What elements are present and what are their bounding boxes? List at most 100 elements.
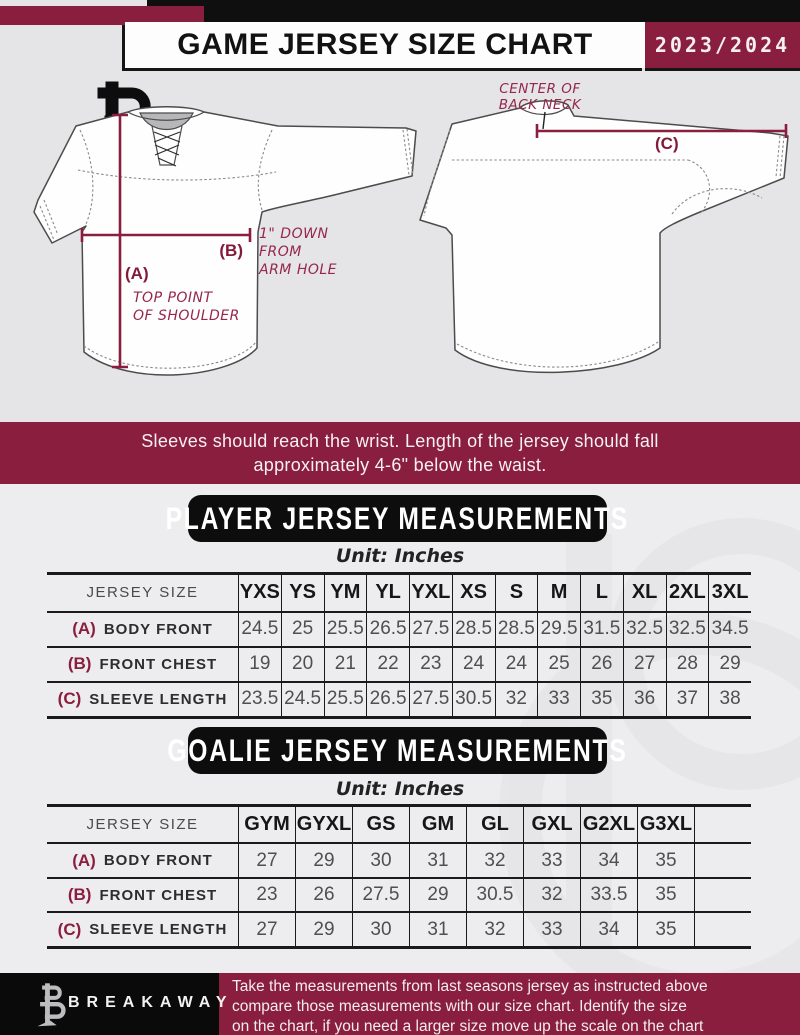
table-header-row: JERSEY SIZE YXS YS YM YL YXL XS S M L XL 2XL 3XL (47, 575, 751, 613)
back-neck-note-2: BACK NECK (499, 97, 582, 113)
size-column-header: S (494, 575, 538, 611)
measurement-value-cell: 30.5 (451, 682, 495, 717)
size-column-header: YS (280, 575, 324, 611)
jersey-diagrams: (A) TOP POINT OF SHOULDER (B) 1" DOWN FR… (33, 81, 789, 376)
measurement-row-label: (B) FRONT CHEST (47, 879, 238, 912)
measurement-name: SLEEVE LENGTH (89, 690, 228, 708)
size-column-header: GYM (238, 807, 295, 843)
measurement-value-cell: 26.5 (366, 682, 409, 717)
measurement-value-cell: 31 (409, 913, 466, 946)
measurement-value-cell: 24.5 (238, 612, 281, 646)
measurement-value-cell: 25.5 (323, 612, 367, 646)
page-title: GAME JERSEY SIZE CHART (177, 28, 593, 61)
measurement-key: (C) (57, 919, 82, 939)
measurement-value-cell (694, 913, 751, 946)
measurement-value-cell: 23 (238, 878, 295, 912)
label-b-desc-1: 1" DOWN (259, 226, 328, 242)
front-jersey-drawing (33, 106, 417, 376)
measurement-value-cell: 27.5 (352, 878, 409, 912)
measurement-value-cell (694, 844, 751, 877)
footer-maroon-panel (219, 973, 800, 1035)
footer-black-panel (0, 973, 219, 1035)
size-column-header: G2XL (580, 807, 637, 843)
measurement-value-cell: 28.5 (451, 612, 495, 646)
page-title-box: GAME JERSEY SIZE CHART (125, 22, 645, 68)
size-column-header: GM (409, 807, 466, 843)
measurement-value-cell: 36 (622, 682, 666, 717)
goalie-section-title-box: GOALIE JERSEY MEASUREMENTS (167, 727, 626, 774)
player-section-title-box: PLAYER JERSEY MEASUREMENTS (166, 495, 627, 542)
measurement-value-cell: 31 (409, 844, 466, 877)
size-column-header: YL (366, 575, 409, 611)
measurement-value-cell: 29 (295, 844, 352, 877)
label-a: (A) (125, 264, 149, 283)
measurement-value-cell: 24 (494, 647, 538, 681)
player-size-table: JERSEY SIZE YXS YS YM YL YXL XS S M L XL 2XL 3XL (A) B… (47, 572, 751, 719)
measurement-value-cell: 27 (622, 647, 666, 681)
measurement-value-cell: 30.5 (466, 878, 523, 912)
measurement-value-cell: 24 (451, 647, 495, 681)
measurement-value-cell: 29 (295, 913, 352, 946)
jersey-size-heading: JERSEY SIZE (47, 575, 238, 611)
measurement-value-cell: 34 (580, 844, 637, 877)
label-a-desc-2: OF SHOULDER (133, 308, 240, 324)
measurement-value-cell: 26 (580, 647, 623, 681)
measurement-name: FRONT CHEST (99, 655, 218, 673)
measurement-row: (A) BODY FRONT 24.5 25 25.5 26.5 27.5 28.5 28.5 2… (47, 612, 751, 648)
measurement-value-cell: 33 (523, 913, 580, 946)
measurement-row-label: (B) FRONT CHEST (47, 648, 238, 681)
size-column-header: YXL (409, 575, 452, 611)
label-b-desc-3: ARM HOLE (258, 262, 337, 278)
measurement-value-cell: 29 (708, 647, 751, 681)
measurement-value-cell: 30 (352, 913, 409, 946)
size-column-header: GS (352, 807, 409, 843)
measurement-value-cell: 27 (238, 844, 295, 877)
footer-note-line-3: on the chart, if you need a larger size … (232, 1018, 704, 1035)
measurement-value-cell (694, 878, 751, 912)
measurement-row: (B) FRONT CHEST 19 20 21 22 23 24 24 25 26 27 28 29 (47, 647, 751, 683)
measurement-value-cell: 35 (637, 878, 694, 912)
jersey-size-heading-text: JERSEY SIZE (86, 816, 199, 834)
measurement-value-cell: 25 (537, 647, 580, 681)
measurement-value-cell: 23.5 (238, 682, 281, 717)
jersey-size-heading-text: JERSEY SIZE (86, 584, 199, 602)
measurement-row-label: (C) SLEEVE LENGTH (47, 913, 238, 946)
goalie-size-table: JERSEY SIZE GYM GYXL GS GM GL GXL G2XL G3XL (A) BO… (47, 804, 751, 949)
size-column-header: 2XL (665, 575, 709, 611)
goalie-unit-label: Unit: Inches (335, 778, 465, 800)
measurement-row-label: (A) BODY FRONT (47, 844, 238, 877)
measurement-name: BODY FRONT (103, 852, 213, 869)
measurement-row: (B) FRONT CHEST 23 26 27.5 29 30.5 32 33.5 35 (47, 878, 751, 914)
back-neck-note-1: CENTER OF (499, 81, 580, 97)
measurement-value-cell: 19 (238, 647, 281, 681)
measurement-value-cell: 22 (366, 647, 409, 681)
size-column-header: L (580, 575, 623, 611)
measurement-row: (C) SLEEVE LENGTH 23.5 24.5 25.5 26.5 27.5 30.5… (47, 682, 751, 717)
measurement-key: (C) (57, 689, 82, 709)
measurement-key: (A) (72, 850, 96, 870)
measurement-value-cell: 35 (580, 682, 623, 717)
measurement-value-cell: 32 (466, 913, 523, 946)
goalie-section-title: GOALIE JERSEY MEASUREMENTS (167, 732, 628, 768)
measurement-value-cell: 27 (238, 913, 295, 946)
measurement-row: (C) SLEEVE LENGTH 27 29 30 31 32 33 34 35 (47, 913, 751, 946)
measurement-key: (B) (67, 654, 92, 674)
fit-instruction-banner: Sleeves should reach the wrist. Length o… (0, 422, 800, 484)
measurement-value-cell: 30 (352, 844, 409, 877)
measurement-value-cell: 20 (280, 647, 324, 681)
measurement-value-cell: 27.5 (409, 682, 452, 717)
table-header-row: JERSEY SIZE GYM GYXL GS GM GL GXL G2XL G3XL (47, 807, 751, 845)
measurement-name: FRONT CHEST (99, 886, 218, 904)
measurement-value-cell: 32.5 (622, 612, 666, 646)
header-maroon-strip (0, 6, 204, 25)
measurement-value-cell: 32.5 (665, 612, 709, 646)
size-column-header: YXS (238, 575, 281, 611)
measurement-value-cell: 21 (323, 647, 367, 681)
size-column-header: XS (451, 575, 495, 611)
season-badge: 2023/2024 (645, 22, 800, 68)
banner-line-2: approximately 4-6" below the waist. (253, 454, 547, 475)
measurement-value-cell: 27.5 (409, 612, 452, 646)
player-section-title: PLAYER JERSEY MEASUREMENTS (165, 500, 630, 536)
measurement-value-cell: 32 (466, 844, 523, 877)
